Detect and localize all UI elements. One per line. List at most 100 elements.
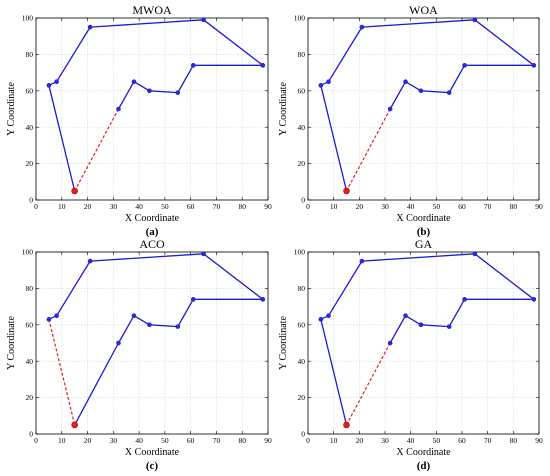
route-segment [117, 315, 135, 344]
x-axis-label: X Coordinate [125, 447, 180, 458]
x-tick-label: 50 [161, 202, 169, 211]
x-tick-label: 70 [213, 202, 221, 211]
y-tick-label: 40 [298, 357, 306, 366]
route-segment [361, 19, 475, 28]
route-node [403, 79, 408, 84]
y-tick-label: 80 [298, 50, 306, 59]
route-node [54, 79, 59, 84]
route-node [260, 63, 266, 68]
route-node [260, 297, 266, 302]
route-segment [90, 19, 204, 28]
start-node [71, 187, 78, 195]
x-tick-label: 90 [535, 436, 543, 445]
route-node [318, 317, 324, 322]
route-node [359, 258, 365, 264]
x-tick-label: 80 [238, 202, 246, 211]
x-tick-label: 80 [238, 436, 246, 445]
y-tick-label: 0 [301, 430, 305, 439]
x-tick-label: 50 [433, 202, 441, 211]
y-tick-label: 0 [301, 196, 305, 205]
x-tick-label: 70 [213, 436, 221, 445]
route-segment [405, 315, 422, 326]
route-segment [474, 253, 535, 300]
y-axis-label: Y Coordinate [278, 316, 289, 370]
route-node [531, 63, 537, 68]
route-segment [420, 90, 450, 94]
panel-caption: (a) [146, 226, 159, 238]
x-axis-label: X Coordinate [396, 447, 451, 458]
y-tick-label: 20 [26, 393, 34, 402]
axes-frame [35, 251, 269, 435]
x-tick-label: 60 [458, 202, 466, 211]
route-node [326, 79, 331, 84]
route-node [472, 17, 478, 23]
return-segment [48, 319, 76, 426]
route-node [446, 90, 452, 95]
y-axis-label: Y Coordinate [6, 316, 17, 370]
route-node [318, 83, 324, 88]
x-tick-label: 0 [306, 436, 310, 445]
x-tick-label: 20 [356, 436, 364, 445]
route-node [359, 24, 365, 30]
route-node [147, 322, 152, 328]
y-axis-label: Y Coordinate [278, 82, 289, 136]
route-node [87, 24, 93, 30]
x-tick-label: 60 [187, 202, 195, 211]
route-segment [74, 342, 120, 426]
x-tick-label: 60 [187, 436, 195, 445]
route-segment [56, 260, 91, 317]
route-segment [149, 324, 178, 328]
route-node [387, 106, 393, 112]
axes-frame [307, 17, 540, 201]
x-tick-label: 10 [58, 436, 66, 445]
y-tick-label: 0 [29, 196, 33, 205]
panel-title: MWOA [132, 3, 172, 17]
route-node [472, 251, 478, 257]
x-tick-label: 80 [510, 202, 518, 211]
route-node [87, 258, 93, 264]
x-tick-label: 30 [381, 436, 389, 445]
route-node [462, 63, 467, 68]
x-tick-label: 0 [306, 202, 310, 211]
x-tick-label: 40 [135, 202, 143, 211]
x-tick-label: 90 [264, 202, 272, 211]
route-node [403, 313, 408, 319]
route-segment [389, 315, 407, 344]
route-node [190, 63, 196, 68]
x-tick-label: 50 [161, 436, 169, 445]
route-segment [389, 81, 407, 110]
route-segment [474, 19, 535, 66]
route-segment [177, 298, 194, 327]
route-segment [56, 26, 91, 83]
route-node [462, 297, 467, 302]
y-tick-label: 80 [26, 50, 34, 59]
route-segment [133, 315, 150, 326]
route-segment [320, 85, 348, 192]
y-tick-label: 20 [298, 393, 306, 402]
route-node [446, 324, 452, 329]
route-node [116, 340, 121, 346]
x-tick-label: 40 [407, 202, 415, 211]
x-tick-label: 0 [34, 436, 38, 445]
x-tick-label: 10 [330, 436, 338, 445]
y-tick-label: 0 [29, 430, 33, 439]
route-segment [327, 26, 363, 83]
panel-title: WOA [409, 3, 438, 17]
panel-caption: (c) [146, 460, 159, 472]
route-node [147, 88, 152, 94]
route-node [175, 90, 181, 95]
chart-panel-3: 0 10 20 30 40 50 60 70 80 90 0 20 40 60 80 100 ACO X Coor… [6, 237, 272, 472]
x-tick-label: 70 [484, 436, 492, 445]
y-tick-label: 100 [22, 248, 34, 257]
route-node [387, 340, 393, 346]
x-tick-label: 20 [84, 202, 92, 211]
route-node [418, 88, 424, 94]
x-tick-label: 30 [110, 202, 118, 211]
start-node [71, 421, 78, 429]
x-tick-label: 0 [34, 202, 38, 211]
route-segment [177, 64, 194, 93]
route-segment [320, 319, 348, 426]
route-node [46, 317, 52, 322]
route-segment [448, 299, 466, 327]
route-node [131, 79, 137, 84]
